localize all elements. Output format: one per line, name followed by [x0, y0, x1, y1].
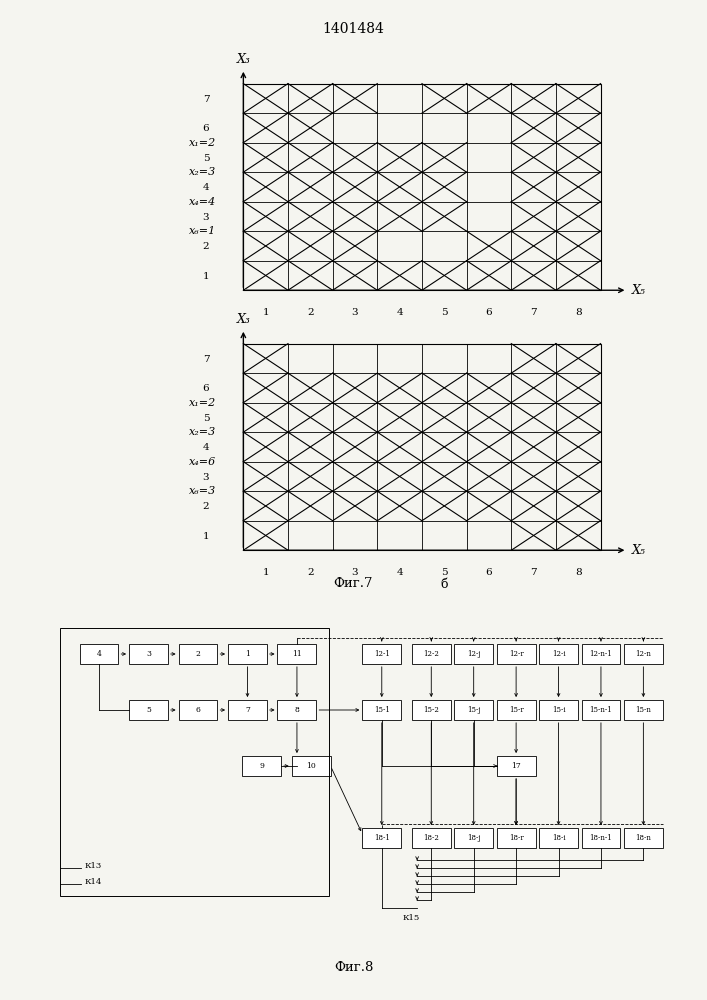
Text: 12-r: 12-r [509, 650, 523, 658]
FancyBboxPatch shape [582, 828, 621, 848]
FancyBboxPatch shape [178, 700, 218, 720]
Text: 2: 2 [196, 650, 200, 658]
Text: 3: 3 [146, 650, 151, 658]
FancyBboxPatch shape [455, 700, 493, 720]
FancyBboxPatch shape [539, 828, 578, 848]
FancyBboxPatch shape [624, 700, 663, 720]
Text: 12-1: 12-1 [374, 650, 390, 658]
FancyBboxPatch shape [496, 756, 536, 776]
Text: б: б [440, 578, 448, 591]
FancyBboxPatch shape [363, 644, 402, 664]
FancyBboxPatch shape [455, 828, 493, 848]
Bar [243, 84, 600, 290]
Text: 5: 5 [146, 706, 151, 714]
Text: К13: К13 [85, 862, 102, 870]
FancyBboxPatch shape [363, 828, 402, 848]
Text: 12-j: 12-j [467, 650, 481, 658]
FancyBboxPatch shape [624, 828, 663, 848]
Text: 15-1: 15-1 [374, 706, 390, 714]
FancyBboxPatch shape [277, 700, 317, 720]
Text: 15-2: 15-2 [423, 706, 439, 714]
Text: 1401484: 1401484 [322, 22, 385, 36]
FancyBboxPatch shape [80, 644, 119, 664]
Text: 12-2: 12-2 [423, 650, 439, 658]
FancyBboxPatch shape [624, 644, 663, 664]
Text: 18-r: 18-r [509, 834, 523, 842]
FancyBboxPatch shape [291, 756, 331, 776]
Text: x₁=2: x₁=2 [189, 398, 216, 408]
Text: К15: К15 [403, 914, 420, 922]
Text: 12-n-1: 12-n-1 [590, 650, 612, 658]
Text: 15-n: 15-n [636, 706, 651, 714]
Text: x₁=2: x₁=2 [189, 138, 216, 148]
FancyBboxPatch shape [539, 644, 578, 664]
FancyBboxPatch shape [228, 700, 267, 720]
Bar [243, 344, 600, 550]
Text: 11: 11 [292, 650, 302, 658]
Text: x₆=3: x₆=3 [189, 486, 216, 496]
Text: 10: 10 [306, 762, 316, 770]
FancyBboxPatch shape [178, 644, 218, 664]
FancyBboxPatch shape [496, 700, 536, 720]
FancyBboxPatch shape [363, 700, 402, 720]
FancyBboxPatch shape [129, 700, 168, 720]
Text: 4: 4 [97, 650, 101, 658]
Text: 18-n-1: 18-n-1 [590, 834, 612, 842]
Text: x₄=6: x₄=6 [189, 457, 216, 467]
Text: X₃: X₃ [236, 313, 250, 326]
Text: 12-i: 12-i [551, 650, 566, 658]
Text: x₂=3: x₂=3 [189, 167, 216, 177]
FancyBboxPatch shape [455, 644, 493, 664]
FancyBboxPatch shape [496, 644, 536, 664]
Text: 1: 1 [245, 650, 250, 658]
Text: 18-j: 18-j [467, 834, 481, 842]
FancyBboxPatch shape [412, 644, 451, 664]
Text: Фиг.7: Фиг.7 [334, 577, 373, 590]
Text: 15-r: 15-r [509, 706, 523, 714]
Text: Фиг.8: Фиг.8 [334, 961, 373, 974]
Text: 8: 8 [295, 706, 299, 714]
FancyBboxPatch shape [582, 700, 621, 720]
Text: 12-n: 12-n [636, 650, 651, 658]
FancyBboxPatch shape [277, 644, 317, 664]
Text: 18-i: 18-i [551, 834, 566, 842]
Text: 15-j: 15-j [467, 706, 481, 714]
FancyBboxPatch shape [129, 644, 168, 664]
Text: X₃: X₃ [236, 53, 250, 66]
Text: a: a [440, 318, 448, 331]
FancyBboxPatch shape [242, 756, 281, 776]
FancyBboxPatch shape [228, 644, 267, 664]
Text: 15-i: 15-i [551, 706, 566, 714]
Text: 18-n: 18-n [636, 834, 651, 842]
Text: 15-n-1: 15-n-1 [590, 706, 612, 714]
Text: 17: 17 [511, 762, 521, 770]
Text: X₅: X₅ [632, 544, 645, 557]
Text: 7: 7 [245, 706, 250, 714]
Text: x₄=4: x₄=4 [189, 197, 216, 207]
Text: x₆=1: x₆=1 [189, 226, 216, 236]
FancyBboxPatch shape [412, 828, 451, 848]
FancyBboxPatch shape [582, 644, 621, 664]
FancyBboxPatch shape [539, 700, 578, 720]
Text: 18-1: 18-1 [374, 834, 390, 842]
Text: 6: 6 [196, 706, 200, 714]
Text: X₅: X₅ [632, 284, 645, 297]
Text: 18-2: 18-2 [423, 834, 439, 842]
Text: x₂=3: x₂=3 [189, 427, 216, 437]
FancyBboxPatch shape [496, 828, 536, 848]
FancyBboxPatch shape [412, 700, 451, 720]
Text: К14: К14 [85, 878, 103, 886]
Text: 9: 9 [259, 762, 264, 770]
